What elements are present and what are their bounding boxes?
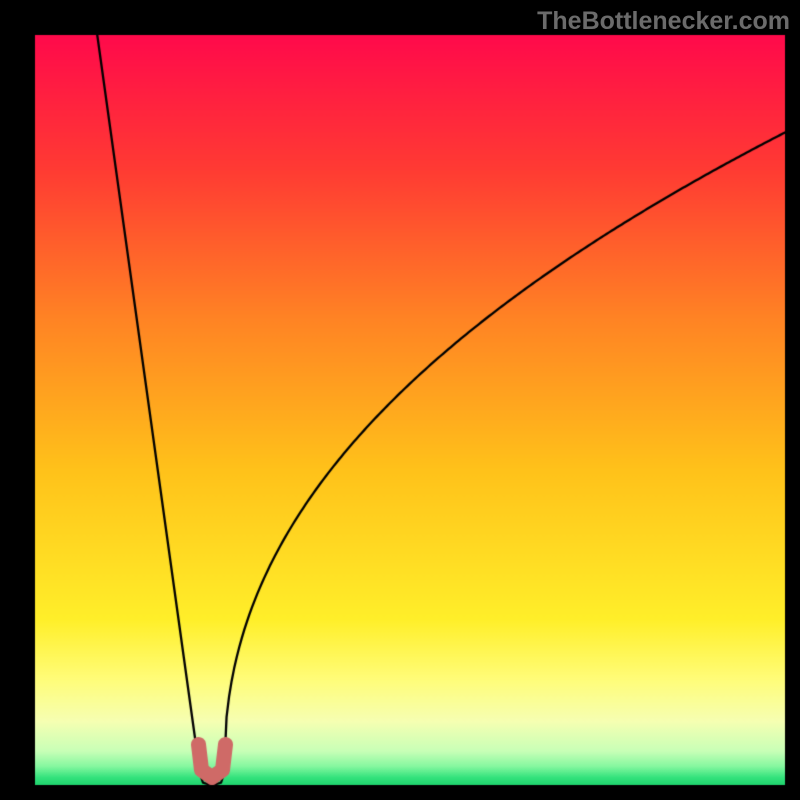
chart-stage: TheBottlenecker.com: [0, 0, 800, 800]
bottleneck-chart-canvas: [0, 0, 800, 800]
